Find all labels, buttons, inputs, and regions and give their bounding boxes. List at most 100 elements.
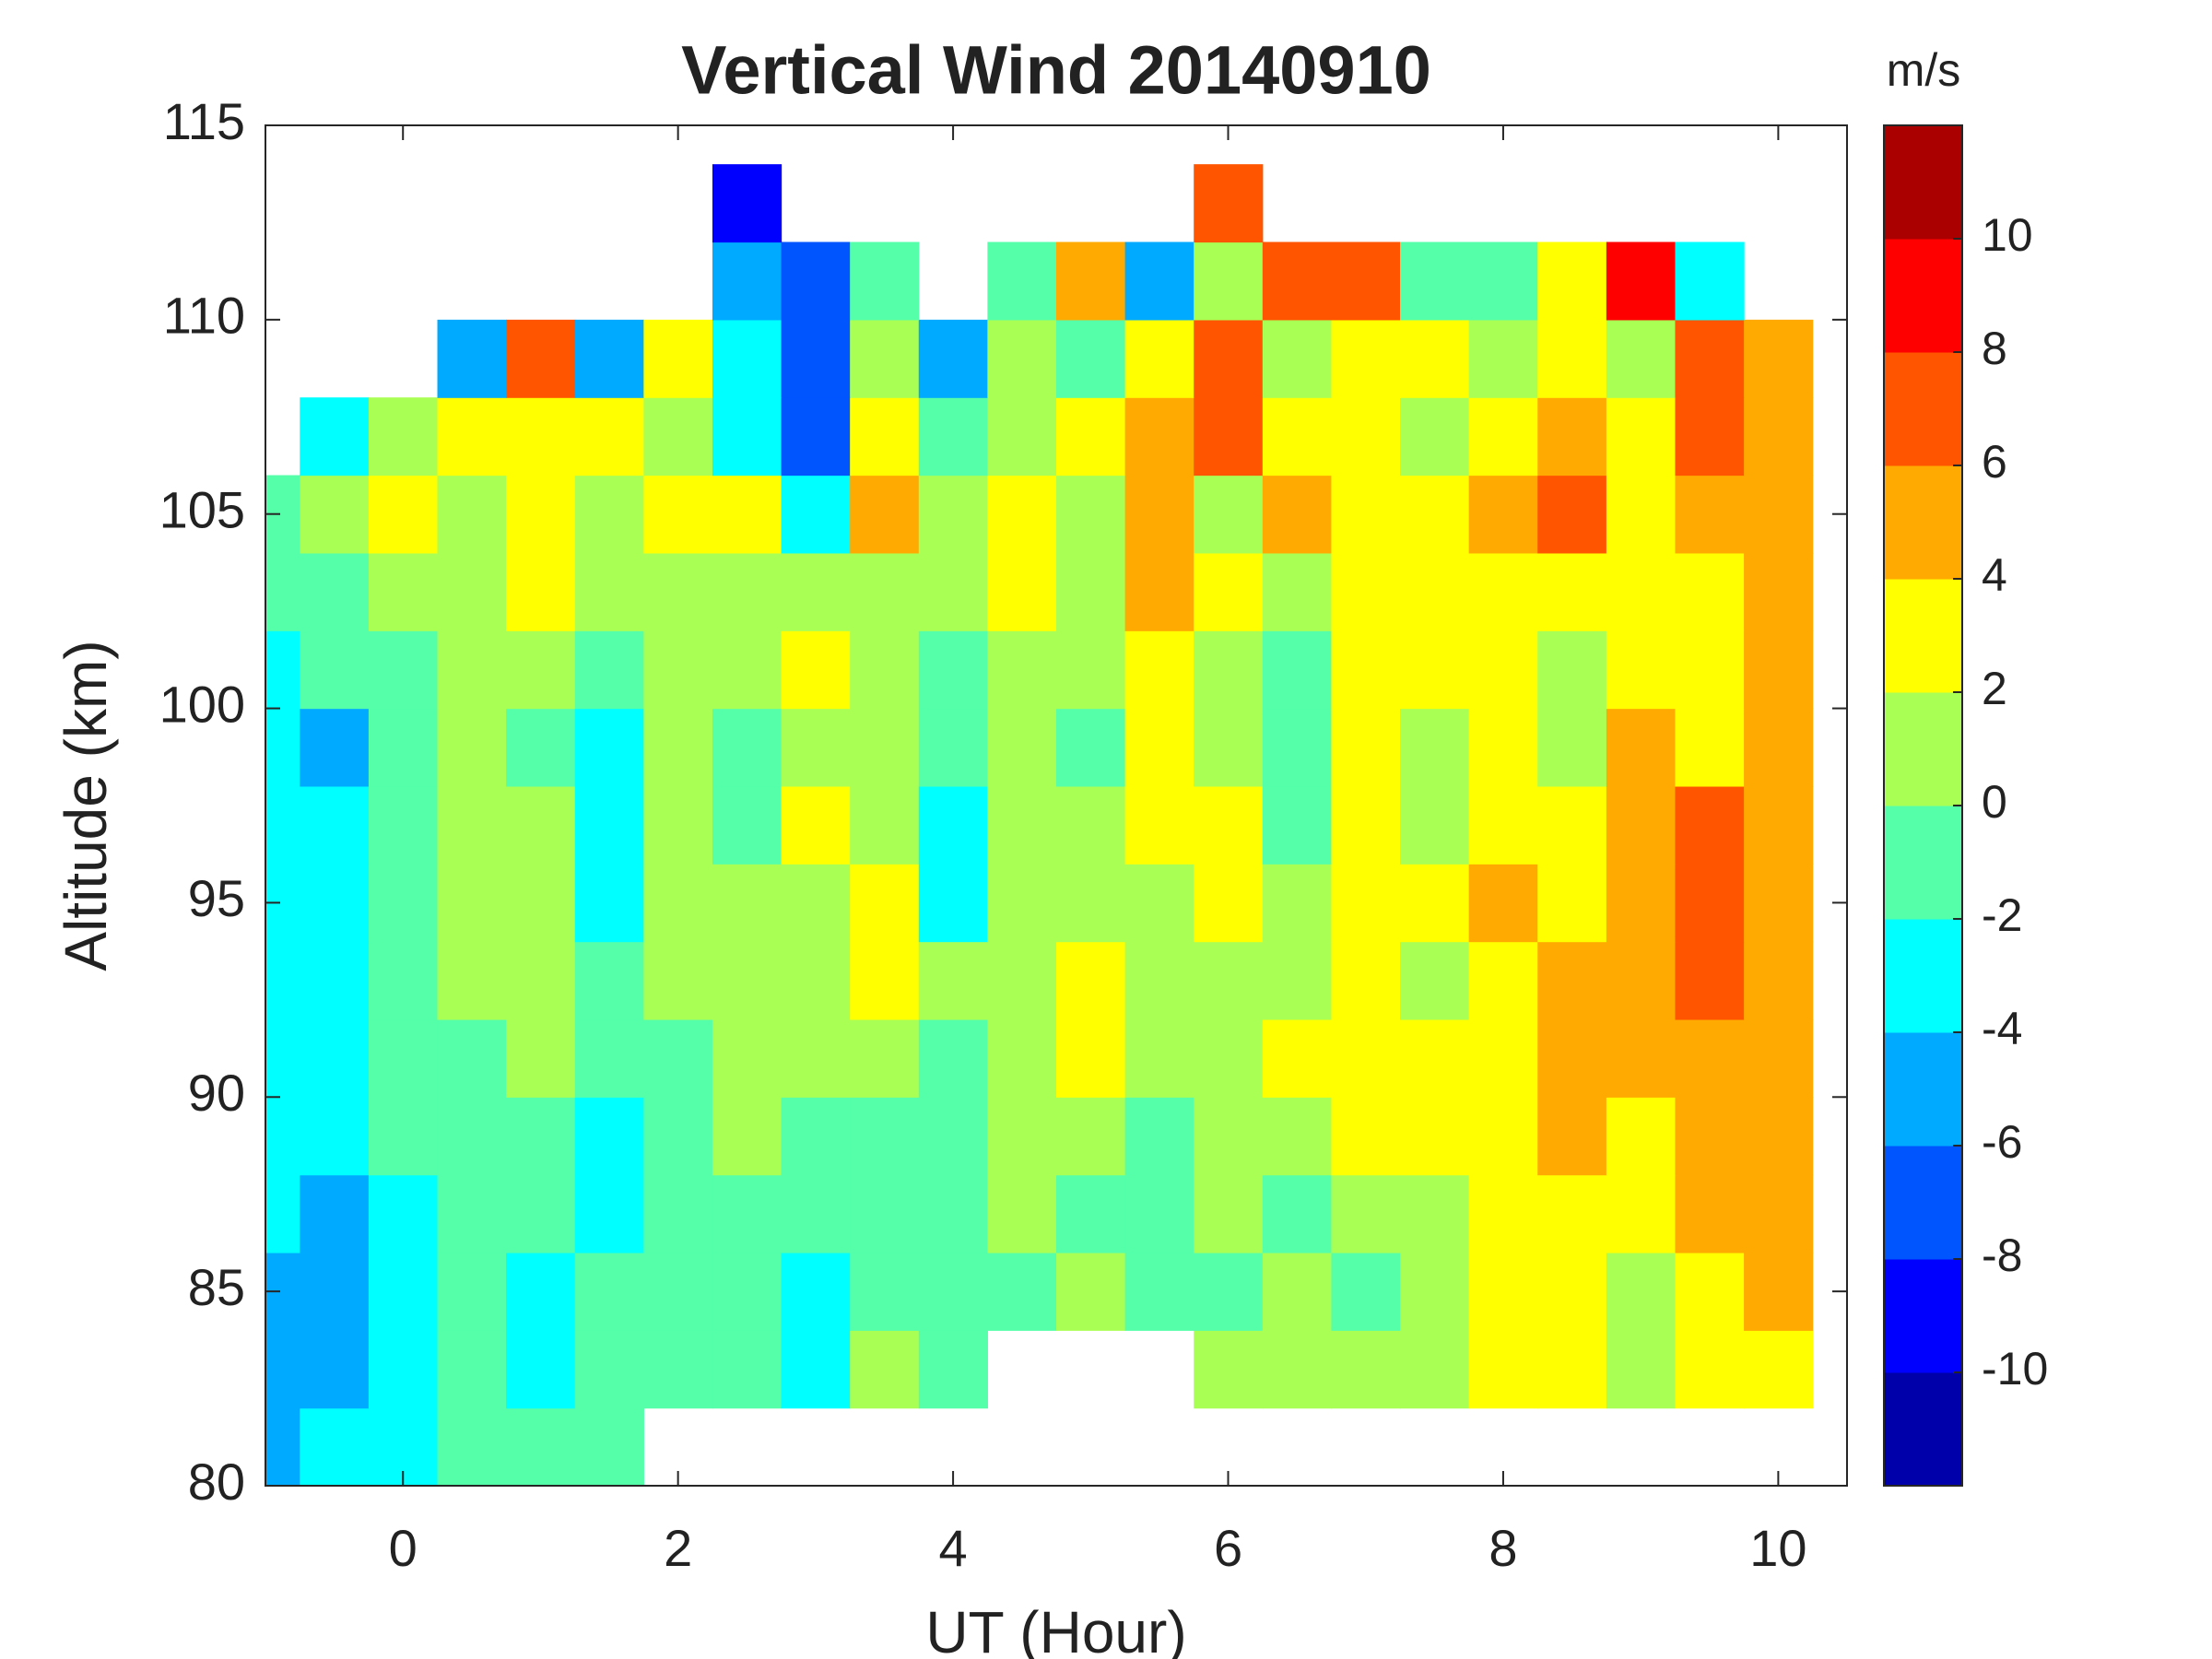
contour-cell: [1262, 864, 1333, 943]
contour-cell: [712, 1330, 782, 1409]
contour-cell: [1194, 1174, 1264, 1253]
contour-cell: [781, 1018, 851, 1098]
x-tick-label: 6: [1214, 1519, 1242, 1577]
contour-cell: [1675, 319, 1745, 398]
contour-cell: [712, 941, 782, 1020]
contour-cell: [1194, 164, 1264, 243]
colorbar-segment: [1884, 806, 1962, 920]
contour-cell: [437, 1252, 507, 1331]
contour-cell: [506, 1407, 576, 1486]
contour-cell: [1194, 319, 1264, 398]
contour-cell: [265, 1018, 300, 1098]
contour-cell: [1468, 475, 1538, 554]
contour-cell: [712, 241, 782, 321]
contour-cell: [1056, 941, 1126, 1020]
chart-title: Vertical Wind 20140910: [681, 32, 1431, 109]
contour-cell: [1744, 864, 1814, 943]
contour-cell: [643, 1174, 713, 1253]
contour-cell: [1606, 1174, 1677, 1253]
colorbar-segment: [1884, 239, 1962, 353]
contour-cell: [850, 319, 920, 398]
contour-cell: [643, 785, 713, 865]
contour-cell: [918, 1018, 988, 1098]
contour-cell: [850, 708, 920, 787]
contour-cell: [1468, 1018, 1538, 1098]
contour-cell: [781, 552, 851, 631]
contour-cell: [1537, 319, 1607, 398]
contour-cell: [368, 475, 439, 554]
contour-cell: [1331, 630, 1401, 710]
contour-cell: [574, 397, 644, 477]
contour-cell: [850, 864, 920, 943]
contour-cell: [1606, 941, 1677, 1020]
contour-cell: [1331, 1174, 1401, 1253]
contour-cell: [1400, 941, 1470, 1020]
contour-cell: [712, 864, 782, 943]
contour-cell: [574, 1097, 644, 1176]
colorbar-tick-label: 8: [1982, 323, 2007, 374]
contour-cell: [1606, 397, 1677, 477]
contour-cell: [987, 864, 1057, 943]
contour-cell: [574, 1330, 644, 1409]
contour-cell: [1056, 552, 1126, 631]
contour-cell: [1194, 630, 1264, 710]
contour-cell: [1675, 630, 1745, 710]
contour-cell: [781, 708, 851, 787]
x-tick-label: 4: [939, 1519, 968, 1577]
contour-cell: [1400, 630, 1470, 710]
contour-cell: [574, 475, 644, 554]
contour-cell: [506, 1252, 576, 1331]
contour-cell: [300, 1330, 370, 1409]
contour-cell: [1194, 552, 1264, 631]
contour-cell: [1331, 552, 1401, 631]
contour-cell: [1675, 1018, 1745, 1098]
contour-cell: [506, 552, 576, 631]
y-tick-label: 100: [159, 675, 245, 733]
contour-cell: [1400, 1174, 1470, 1253]
contour-cell: [850, 1174, 920, 1253]
contour-cell: [506, 1097, 576, 1176]
contour-cell: [506, 941, 576, 1020]
contour-cell: [1606, 785, 1677, 865]
contour-cell: [918, 708, 988, 787]
contour-cell: [987, 475, 1057, 554]
contour-cell: [1744, 319, 1814, 398]
contour-cell: [1124, 864, 1194, 943]
contour-cell: [506, 475, 576, 554]
contour-cell: [1537, 241, 1607, 321]
contour-cell: [1194, 1252, 1264, 1331]
contour-cell: [1468, 397, 1538, 477]
contour-cell: [987, 319, 1057, 398]
contour-cell: [574, 1174, 644, 1253]
contour-cell: [1468, 864, 1538, 943]
contour-cell: [506, 785, 576, 865]
contour-cell: [850, 785, 920, 865]
contour-cell: [712, 552, 782, 631]
contour-cell: [1744, 630, 1814, 710]
contour-cell: [1400, 864, 1470, 943]
contour-cell: [1194, 1330, 1264, 1409]
contour-cell: [437, 1174, 507, 1253]
contour-cell: [1056, 1252, 1126, 1331]
contour-cell: [850, 552, 920, 631]
contour-cell: [1675, 1174, 1745, 1253]
contour-cell: [781, 864, 851, 943]
contour-cell: [918, 941, 988, 1020]
contour-cell: [1124, 319, 1194, 398]
contour-cell: [781, 241, 851, 321]
contour-cell: [1124, 1252, 1194, 1331]
contour-cell: [368, 941, 439, 1020]
contour-cell: [1124, 708, 1194, 787]
contour-cell: [1537, 785, 1607, 865]
contour-cell: [1400, 1018, 1470, 1098]
contour-cell: [506, 397, 576, 477]
contour-cell: [1468, 708, 1538, 787]
contour-cell: [1194, 1018, 1264, 1098]
contour-cell: [368, 1097, 439, 1176]
contour-cell: [1124, 1174, 1194, 1253]
contour-cell: [574, 552, 644, 631]
contour-cell: [1537, 1252, 1607, 1331]
contour-cell: [300, 475, 370, 554]
contour-cell: [1194, 708, 1264, 787]
